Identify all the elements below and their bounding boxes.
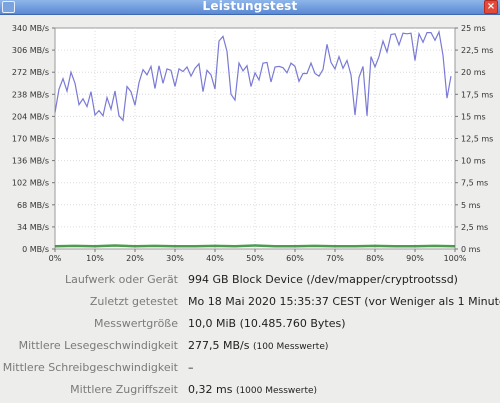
y-left-tick-label: 340 MB/s	[12, 24, 49, 33]
close-icon[interactable]: ×	[484, 0, 498, 14]
info-label: Laufwerk oder Gerät	[64, 273, 178, 286]
y-right-tick-label: 10 ms	[461, 157, 486, 166]
info-value-text: 10,0 MiB (10.485.760 Bytes)	[188, 317, 346, 330]
y-right-tick-label: 25 ms	[461, 24, 486, 33]
y-right-tick-label: 0 ms	[461, 245, 481, 254]
y-left-tick-label: 272 MB/s	[12, 68, 49, 77]
y-left-tick-label: 204 MB/s	[12, 112, 49, 121]
info-row-access-time: Mittlere Zugriffszeit 0,32 ms (1000 Mess…	[0, 383, 500, 403]
info-value: 10,0 MiB (10.485.760 Bytes)	[188, 317, 346, 330]
window-menu-icon[interactable]	[2, 1, 15, 13]
info-row-read-speed: Mittlere Lesegeschwindigkeit 277,5 MB/s …	[0, 339, 500, 359]
y-right-tick-label: 2,5 ms	[461, 223, 488, 232]
x-tick-label: 80%	[366, 254, 384, 263]
info-value: –	[188, 361, 194, 374]
y-left-tick-label: 170 MB/s	[12, 135, 49, 144]
x-tick-label: 30%	[166, 254, 184, 263]
info-value: 994 GB Block Device (/dev/mapper/cryptro…	[188, 273, 458, 286]
info-label: Mittlere Zugriffszeit	[70, 383, 178, 396]
info-row-sample-size: Messwertgröße 10,0 MiB (10.485.760 Bytes…	[0, 317, 500, 337]
y-right-tick-label: 20 ms	[461, 68, 486, 77]
y-left-tick-label: 0 MB/s	[22, 245, 49, 254]
y-right-tick-label: 12,5 ms	[461, 135, 493, 144]
x-tick-label: 60%	[286, 254, 304, 263]
info-row-write-speed: Mittlere Schreibgeschwindigkeit –	[0, 361, 500, 381]
window-title: Leistungstest	[202, 0, 298, 13]
y-left-tick-label: 102 MB/s	[12, 179, 49, 188]
y-right-tick-label: 17,5 ms	[461, 90, 493, 99]
x-tick-label: 50%	[246, 254, 264, 263]
info-label: Messwertgröße	[93, 317, 178, 330]
x-tick-label: 40%	[206, 254, 224, 263]
x-tick-label: 70%	[326, 254, 344, 263]
info-value-text: Mo 18 Mai 2020 15:35:37 CEST (vor Wenige…	[188, 295, 500, 308]
x-tick-label: 20%	[126, 254, 144, 263]
y-left-tick-label: 306 MB/s	[12, 46, 49, 55]
x-tick-label: 0%	[49, 254, 62, 263]
access-time-series-line	[54, 244, 456, 248]
read-speed-series-line	[54, 29, 452, 122]
y-right-tick-label: 22,5 ms	[461, 46, 493, 55]
y-left-tick-label: 34 MB/s	[17, 223, 49, 232]
info-value-note: (100 Messwerte)	[252, 342, 329, 352]
benchmark-chart: 0 MB/s 0 ms 34 MB/s 2,5 ms 68 MB/s 5 ms 102 MB…	[0, 14, 500, 270]
y-right-tick-label: 15 ms	[461, 112, 486, 121]
info-label: Zuletzt getestet	[89, 295, 178, 308]
info-label: Mittlere Lesegeschwindigkeit	[18, 339, 178, 352]
info-value-text: –	[188, 361, 194, 374]
info-value: Mo 18 Mai 2020 15:35:37 CEST (vor Wenige…	[188, 295, 500, 308]
y-left-tick-label: 68 MB/s	[17, 201, 49, 210]
y-right-tick-label: 5 ms	[461, 201, 481, 210]
info-value-text: 0,32 ms	[188, 383, 233, 396]
x-tick-label: 100%	[444, 254, 467, 263]
info-value: 0,32 ms (1000 Messwerte)	[188, 383, 317, 396]
info-row-last-tested: Zuletzt getestet Mo 18 Mai 2020 15:35:37…	[0, 295, 500, 315]
x-tick-label: 10%	[86, 254, 104, 263]
title-bar: Leistungstest ×	[0, 0, 500, 15]
info-value-text: 994 GB Block Device (/dev/mapper/cryptro…	[188, 273, 458, 286]
y-right-tick-label: 7,5 ms	[461, 179, 488, 188]
y-left-tick-label: 238 MB/s	[12, 90, 49, 99]
info-value: 277,5 MB/s (100 Messwerte)	[188, 339, 328, 352]
info-label: Mittlere Schreibgeschwindigkeit	[2, 361, 178, 374]
chart-svg: 0 MB/s 0 ms 34 MB/s 2,5 ms 68 MB/s 5 ms 102 MB…	[12, 24, 493, 263]
info-row-device: Laufwerk oder Gerät 994 GB Block Device …	[0, 273, 500, 293]
info-value-text: 277,5 MB/s	[188, 339, 250, 352]
info-value-note: (1000 Messwerte)	[235, 386, 318, 396]
x-tick-label: 90%	[406, 254, 424, 263]
y-left-tick-label: 136 MB/s	[12, 157, 49, 166]
